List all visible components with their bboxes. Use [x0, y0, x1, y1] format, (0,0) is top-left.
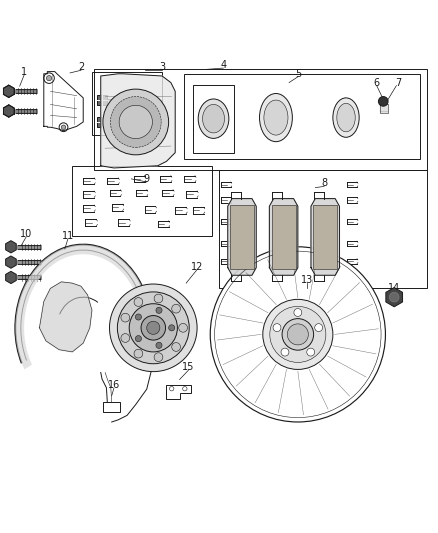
Circle shape	[147, 321, 160, 334]
Circle shape	[172, 343, 180, 351]
Bar	[92, 71, 162, 135]
Bar	[94, 69, 427, 170]
Bar	[184, 74, 420, 159]
Polygon shape	[228, 199, 256, 275]
Bar	[272, 205, 296, 269]
Circle shape	[156, 342, 162, 349]
Text: 11: 11	[62, 231, 74, 241]
Text: 13: 13	[300, 274, 313, 285]
Text: 12: 12	[191, 262, 203, 271]
Text: 7: 7	[396, 77, 402, 87]
Circle shape	[134, 297, 143, 306]
Circle shape	[110, 96, 161, 147]
Text: 10: 10	[20, 229, 32, 239]
Bar	[97, 117, 107, 127]
Text: 8: 8	[321, 178, 327, 188]
Circle shape	[121, 334, 130, 342]
Text: 4: 4	[220, 60, 226, 70]
Polygon shape	[39, 282, 92, 352]
Circle shape	[169, 325, 175, 331]
Circle shape	[170, 386, 174, 391]
Circle shape	[179, 324, 187, 332]
Circle shape	[59, 123, 68, 132]
Text: 9: 9	[144, 174, 150, 184]
Text: 5: 5	[295, 69, 301, 79]
Bar	[72, 166, 212, 236]
Ellipse shape	[198, 99, 229, 139]
Polygon shape	[4, 85, 14, 98]
Polygon shape	[386, 287, 403, 307]
Polygon shape	[6, 271, 16, 284]
Text: 3: 3	[159, 62, 165, 72]
Circle shape	[287, 324, 308, 345]
Bar	[103, 402, 120, 412]
Circle shape	[263, 300, 333, 369]
Circle shape	[135, 314, 141, 320]
Polygon shape	[311, 199, 339, 275]
Ellipse shape	[337, 103, 355, 132]
Circle shape	[270, 306, 326, 362]
Circle shape	[61, 125, 66, 130]
Text: 6: 6	[374, 77, 380, 87]
Bar	[313, 205, 337, 269]
Bar	[193, 85, 234, 152]
Circle shape	[315, 324, 323, 332]
Circle shape	[210, 247, 385, 422]
Bar	[219, 170, 427, 288]
Circle shape	[154, 353, 163, 361]
Circle shape	[119, 106, 152, 139]
Circle shape	[282, 319, 314, 350]
Ellipse shape	[264, 100, 288, 135]
Polygon shape	[6, 256, 16, 268]
Circle shape	[307, 348, 314, 356]
Polygon shape	[101, 74, 175, 168]
Ellipse shape	[259, 93, 293, 142]
Circle shape	[103, 89, 169, 155]
Polygon shape	[269, 199, 298, 275]
Polygon shape	[6, 241, 16, 253]
Circle shape	[183, 386, 187, 391]
Circle shape	[134, 349, 143, 358]
Circle shape	[172, 304, 180, 313]
Circle shape	[378, 96, 388, 106]
Ellipse shape	[333, 98, 359, 138]
Text: 14: 14	[388, 284, 400, 293]
Circle shape	[129, 304, 177, 352]
Circle shape	[154, 294, 163, 303]
Circle shape	[117, 292, 189, 364]
Circle shape	[281, 348, 289, 356]
Polygon shape	[15, 245, 149, 369]
Ellipse shape	[202, 104, 224, 133]
Text: 2: 2	[78, 62, 84, 72]
Text: 15: 15	[182, 362, 194, 372]
Bar	[97, 95, 107, 105]
Text: 16: 16	[108, 379, 120, 390]
Circle shape	[46, 76, 52, 81]
Bar	[380, 103, 388, 113]
Text: 1: 1	[21, 67, 27, 77]
Circle shape	[273, 324, 281, 332]
Circle shape	[135, 336, 141, 342]
Circle shape	[389, 292, 399, 302]
Circle shape	[294, 309, 302, 317]
Polygon shape	[4, 105, 14, 117]
Circle shape	[141, 316, 166, 340]
Circle shape	[110, 284, 197, 372]
Circle shape	[44, 73, 54, 84]
Circle shape	[121, 313, 130, 322]
Circle shape	[156, 307, 162, 313]
Bar	[230, 205, 254, 269]
